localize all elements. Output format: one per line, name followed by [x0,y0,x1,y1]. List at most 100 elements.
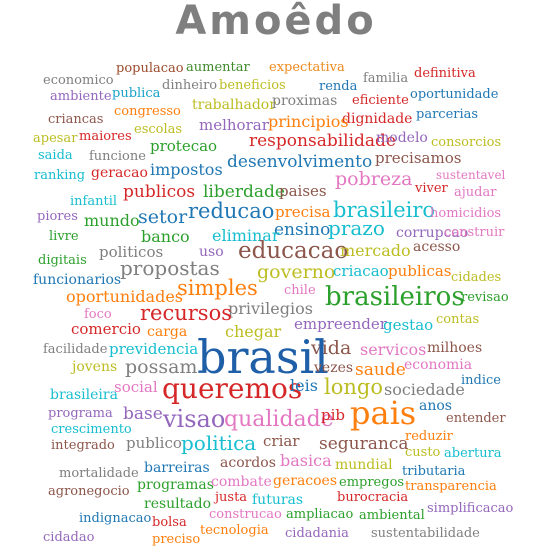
word-vida: vida [311,337,352,359]
word-resultado: resultado [144,496,212,512]
word-cidadao: cidadao [43,530,95,545]
word-livre: livre [49,229,79,244]
word-familia: familia [363,71,409,86]
word-facilidade: facilidade [43,342,108,357]
word-propostas: propostas [120,256,220,280]
word-principios: principios [268,112,349,131]
word-criar: criar [263,432,300,450]
word-tributaria: tributaria [402,464,466,479]
word-publicas: publicas [388,262,452,280]
word-reducao: reducao [188,199,275,223]
word-piores: piores [37,209,78,224]
word-dinheiro: dinheiro [162,78,218,93]
page-title: Amoêdo [175,0,377,44]
word-brasileira: brasileira [50,387,118,403]
word-preciso: preciso [152,532,201,547]
word-eficiente: eficiente [352,93,409,108]
word-sociedade: sociedade [384,380,465,399]
word-programa: programa [48,406,113,421]
word-economia: economia [404,357,473,373]
word-entender: entender [446,411,506,426]
word-funcione: funcione [89,149,146,164]
word-ambiente: ambiente [50,89,112,104]
word-congresso: congresso [114,104,181,119]
word-apesar: apesar [33,131,78,146]
word-saude: saude [355,360,406,380]
word-aumentar: aumentar [186,60,250,75]
word-visao: visao [163,405,226,433]
word-longo: longo [324,375,383,399]
word-melhorar: melhorar [199,116,269,134]
word-ampliacao: ampliacao [286,507,354,522]
word-parcerias: parcerias [416,107,479,122]
word-custo: custo [405,445,441,460]
word-mundo: mundo [84,211,140,230]
word-precisa: precisa [275,203,331,221]
word-burocracia: burocracia [337,490,409,505]
word-responsabilidade: responsabilidade [249,131,396,151]
word-programas: programas [137,477,214,493]
word-homicidios: homicidios [430,206,502,221]
word-escolas: escolas [134,122,183,137]
word-impostos: impostos [150,160,223,179]
word-servicos: servicos [360,340,427,359]
word-futuras: futuras [252,492,304,508]
word-educacao: educacao [238,238,349,264]
word-oportunidades: oportunidades [66,287,184,306]
word-empregos: empregos [339,475,405,490]
word-leis: leis [290,376,318,395]
word-previdencia: previdencia [109,340,199,358]
word-seguranca: seguranca [319,434,409,454]
word-acordos: acordos [220,455,276,471]
word-sustentabilidade: sustentabilidade [371,526,480,541]
word-crescimento: crescimento [51,422,132,437]
word-desenvolvimento: desenvolvimento [227,152,373,172]
word-publicos: publicos [123,182,196,202]
word-cidades: cidades [451,270,502,285]
word-mortalidade: mortalidade [59,466,139,481]
word-brasil: brasil [197,330,329,384]
word-contas: contas [436,312,480,327]
word-carga: carga [147,324,188,340]
word-precisamos: precisamos [375,149,462,167]
word-criacao: criacao [333,262,389,280]
word-banco: banco [141,227,190,246]
word-modelo: modelo [376,130,428,146]
word-mundial: mundial [335,457,393,473]
word-infantil: infantil [70,194,118,209]
word-revisao: revisao [461,290,509,305]
word-indignacao: indignacao [79,511,152,526]
word-construir: construir [444,225,505,240]
word-funcionarios: funcionarios [33,272,122,288]
word-geracoes: geracoes [273,473,338,489]
word-expectativa: expectativa [269,60,345,75]
word-milhoes: milhoes [427,340,483,356]
word-setor: setor [138,206,188,228]
word-justa: justa [215,490,248,505]
word-combate: combate [211,474,272,490]
word-ranking: ranking [34,168,86,183]
word-publico: publico [126,434,182,452]
word-acesso: acesso [413,239,461,255]
word-privilegios: privilegios [228,299,313,318]
word-geracao: geracao [91,165,148,181]
word-consorcios: consorcios [431,135,502,150]
word-possam: possam [125,356,198,378]
word-brasileiros: brasileiros [325,282,465,312]
word-jovens: jovens [72,359,118,375]
word-criancas: criancas [48,112,104,127]
word-beneficios: beneficios [219,78,286,93]
word-abertura: abertura [444,446,502,461]
word-oportunidade: oportunidade [410,87,499,102]
word-prazo: prazo [328,216,385,240]
word-basica: basica [280,451,332,470]
word-maiores: maiores [79,129,132,144]
word-trabalhador: trabalhador [192,97,276,113]
word-renda: renda [319,79,358,94]
word-viver: viver [415,181,448,196]
word-dignidade: dignidade [342,111,413,127]
word-mercado: mercado [340,241,411,260]
word-social: social [114,378,158,396]
word-comercio: comercio [71,320,141,338]
word-cidadania: cidadania [285,526,349,541]
